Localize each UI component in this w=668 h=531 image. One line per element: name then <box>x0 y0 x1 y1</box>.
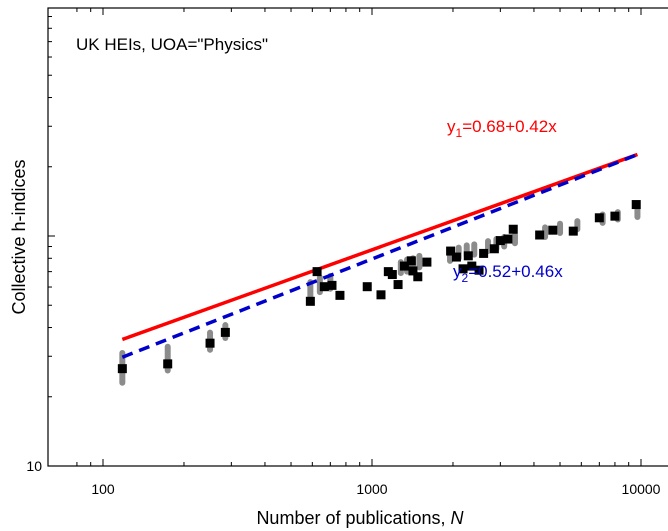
data-point <box>458 264 468 274</box>
data-point <box>451 252 461 262</box>
data-point <box>393 280 403 290</box>
data-point <box>305 296 315 306</box>
data-point <box>362 282 372 292</box>
data-point <box>413 272 423 282</box>
fit2-label: y2=0.52+0.46x <box>453 262 563 285</box>
data-point <box>479 248 489 258</box>
plot-frame <box>47 7 668 467</box>
data-point <box>406 256 416 266</box>
data-point <box>631 200 641 210</box>
data-point <box>205 338 215 348</box>
data-point <box>467 261 477 271</box>
data-point <box>335 290 345 300</box>
x-tick-label: 10000 <box>622 481 661 497</box>
data-point <box>594 213 604 223</box>
data-point <box>312 267 322 277</box>
data-point <box>495 236 505 246</box>
x-axis-label: Number of publications, N <box>256 508 464 528</box>
data-point <box>463 251 473 261</box>
annotation-label: UK HEIs, UOA="Physics" <box>76 35 268 54</box>
fit-lines <box>121 152 639 359</box>
data-point <box>508 224 518 234</box>
fit1-label: y1=0.68+0.42x <box>447 117 557 140</box>
data-point <box>376 290 386 300</box>
fit2-label-subscript: 2 <box>462 271 469 285</box>
data-point <box>568 226 578 236</box>
data-point <box>503 234 513 244</box>
axis-ticks <box>48 8 642 467</box>
x-tick-label: 100 <box>91 481 115 497</box>
fit-line-1 <box>121 152 639 342</box>
data-point <box>220 327 230 337</box>
data-point <box>399 261 409 271</box>
data-point <box>387 270 397 280</box>
fit1-label-subscript: 1 <box>456 126 463 140</box>
data-point <box>489 244 499 254</box>
data-point <box>422 257 432 267</box>
x-tick-label: 1000 <box>356 481 387 497</box>
data-point <box>548 225 558 235</box>
data-point <box>535 230 545 240</box>
y-axis-label: Collective h-indices <box>9 159 29 314</box>
data-point <box>610 211 620 221</box>
y-tick-label: 10 <box>26 458 42 474</box>
data-point <box>446 246 456 256</box>
data-points <box>117 200 641 374</box>
fit-line-2 <box>121 152 639 359</box>
data-point <box>319 282 329 292</box>
data-point <box>327 280 337 290</box>
data-point <box>474 265 484 275</box>
data-point <box>408 266 418 276</box>
data-point <box>163 359 173 369</box>
data-point <box>117 364 127 374</box>
